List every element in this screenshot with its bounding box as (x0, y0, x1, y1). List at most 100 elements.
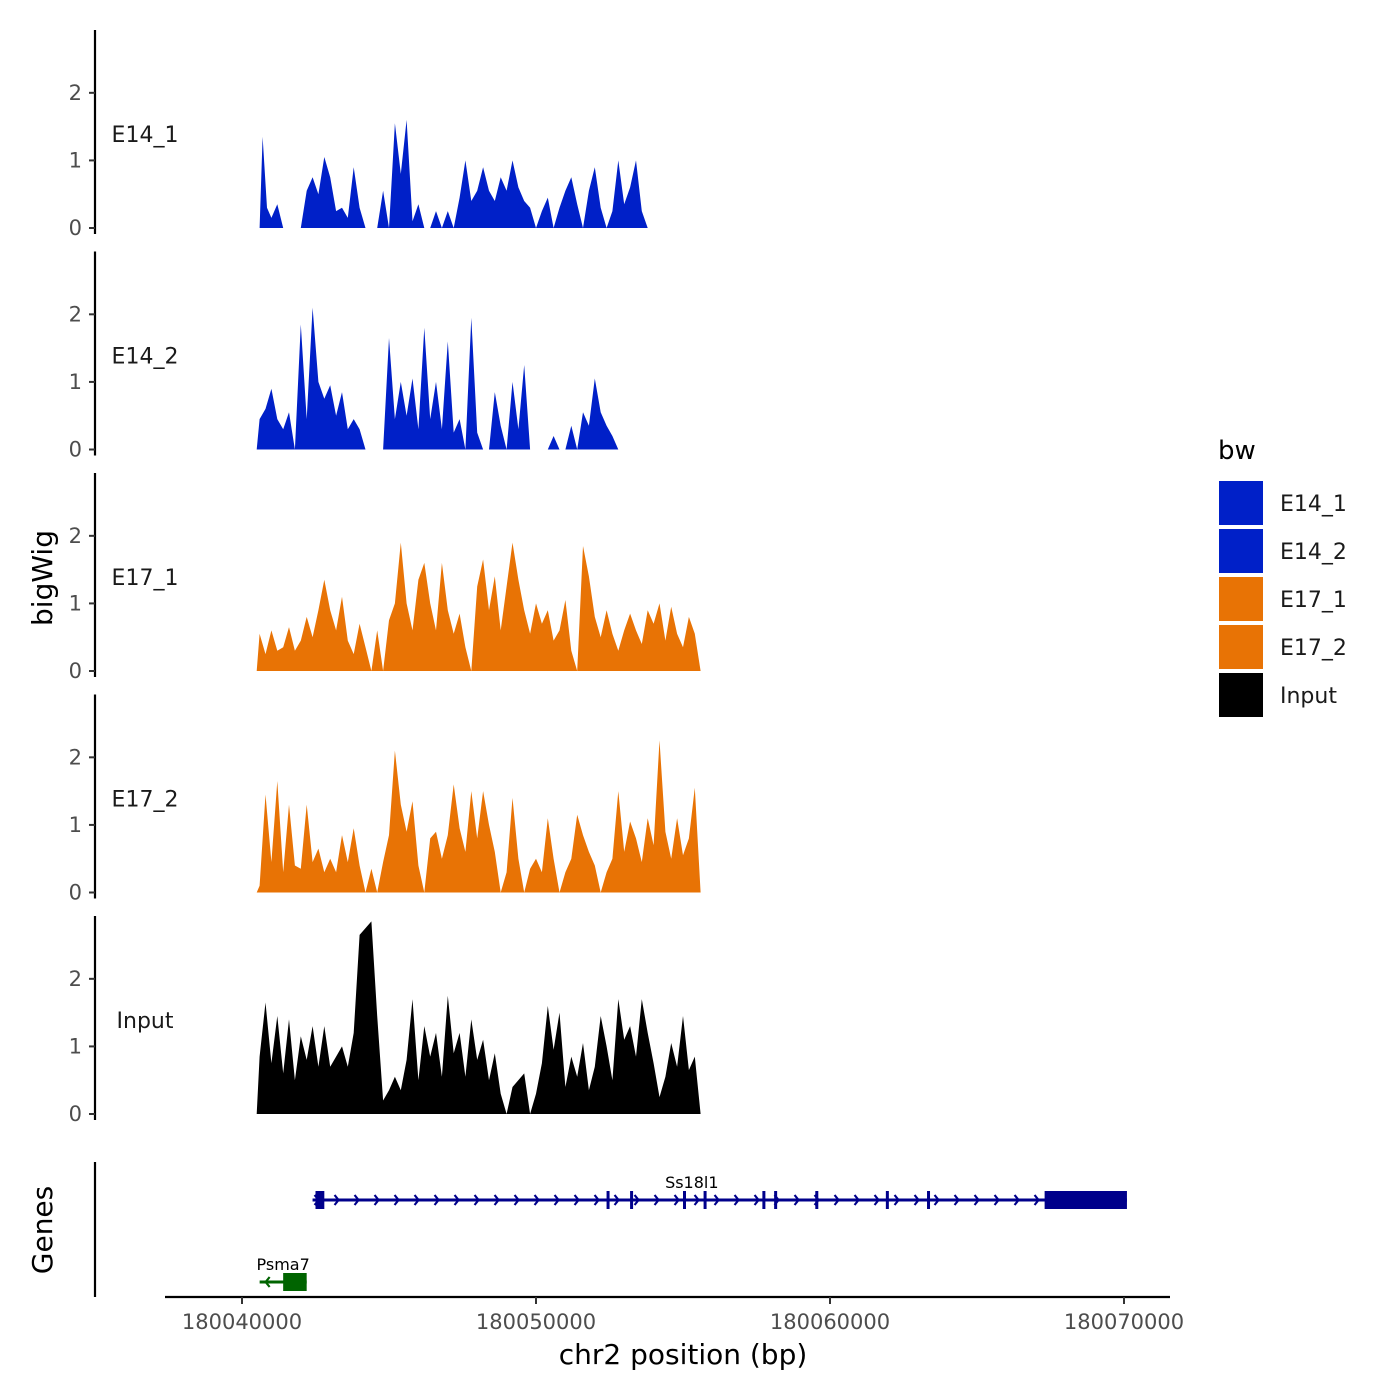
strand-arrow (893, 1194, 900, 1206)
gene-exon (703, 1191, 707, 1209)
gene-exon (683, 1191, 686, 1209)
gene-exon (315, 1191, 325, 1209)
legend-swatch (1219, 481, 1263, 525)
gene-exon (815, 1191, 819, 1209)
gene-label: Psma7 (257, 1255, 310, 1274)
strand-arrow (433, 1194, 440, 1206)
x-axis-title: chr2 position (bp) (559, 1338, 808, 1371)
coverage-area-e17-2 (256, 740, 1124, 893)
y-tick-label: 2 (69, 967, 82, 991)
gene-exon (283, 1273, 307, 1291)
gene-exon (630, 1191, 634, 1209)
x-tick-label: 180060000 (770, 1310, 890, 1334)
y-tick-label: 0 (69, 438, 82, 462)
strand-arrow (973, 1194, 980, 1206)
legend-swatch (1219, 673, 1263, 717)
strand-arrow (413, 1194, 420, 1206)
legend-label: E14_2 (1280, 540, 1347, 565)
y-axis-title: bigWig (26, 530, 59, 626)
strand-arrow (1033, 1194, 1040, 1206)
strand-arrow (673, 1194, 680, 1206)
y-tick-label: 0 (69, 216, 82, 240)
strand-arrow (473, 1194, 480, 1206)
x-tick-label: 180040000 (182, 1310, 302, 1334)
x-tick-label: 180050000 (476, 1310, 596, 1334)
gene-exon (927, 1191, 931, 1209)
y-tick-label: 0 (69, 659, 82, 683)
strand-arrow (993, 1194, 1000, 1206)
strand-arrow (633, 1194, 640, 1206)
strand-arrow (933, 1194, 940, 1206)
gene-ss18l1: Ss18l1 (312, 1173, 1127, 1209)
track-label: Input (117, 1009, 174, 1034)
strand-arrow (913, 1194, 920, 1206)
y-tick-label: 1 (69, 813, 82, 837)
legend-swatch (1219, 577, 1263, 621)
track-input: 0 1 2 Input (69, 916, 1124, 1126)
gene-exon (606, 1191, 610, 1209)
genes-axis-title: Genes (26, 1186, 59, 1274)
gene-label: Ss18l1 (665, 1173, 718, 1192)
y-tick-label: 0 (69, 1102, 82, 1126)
y-tick-label: 1 (69, 1034, 82, 1058)
legend-label: E17_2 (1280, 636, 1347, 661)
coverage-area-e17-1 (256, 542, 1124, 671)
legend: bw E14_1 E14_2 E17_1 E17_2 Input (1218, 436, 1347, 717)
strand-arrow (393, 1194, 400, 1206)
gene-psma7: Psma7 (257, 1255, 310, 1291)
strand-arrow (264, 1276, 271, 1288)
y-tick-label: 1 (69, 591, 82, 615)
strand-arrow (653, 1194, 660, 1206)
strand-arrow (733, 1194, 740, 1206)
x-tick-label: 180070000 (1064, 1310, 1184, 1334)
strand-arrow (513, 1194, 520, 1206)
y-tick-label: 2 (69, 745, 82, 769)
track-label: E14_1 (112, 123, 179, 148)
strand-arrow (493, 1194, 500, 1206)
track-label: E17_1 (112, 566, 179, 591)
strand-arrow (573, 1194, 580, 1206)
strand-arrow (333, 1194, 340, 1206)
coverage-area-input (256, 921, 1124, 1114)
gene-exon (885, 1191, 889, 1209)
tracks-panel: 0 1 2 E14_1 0 1 2 E14_2 0 1 2 E17_1 0 1 2 E17_2 0 1 2 Input (69, 30, 1125, 1126)
strand-arrow (753, 1194, 760, 1206)
y-tick-label: 1 (69, 370, 82, 394)
y-tick-label: 2 (69, 302, 82, 326)
strand-arrow (553, 1194, 560, 1206)
track-e17-2: 0 1 2 E17_2 (69, 694, 1124, 905)
track-e17-1: 0 1 2 E17_1 (69, 473, 1124, 683)
coverage-area-e14-1 (259, 119, 1125, 228)
strand-arrow (793, 1194, 800, 1206)
legend-swatch (1219, 625, 1263, 669)
strand-arrow (833, 1194, 840, 1206)
y-tick-label: 2 (69, 524, 82, 548)
strand-arrow (373, 1194, 380, 1206)
legend-swatch (1219, 529, 1263, 573)
genes-panel: Ss18l1 Psma7 (93, 1162, 1127, 1297)
y-tick-label: 2 (69, 81, 82, 105)
track-label: E17_2 (112, 788, 179, 813)
track-e14-2: 0 1 2 E14_2 (69, 251, 1124, 462)
strand-arrow (533, 1194, 540, 1206)
strand-arrow (1013, 1194, 1020, 1206)
strand-arrow (613, 1194, 620, 1206)
legend-title: bw (1218, 436, 1256, 466)
strand-arrow (453, 1194, 460, 1206)
gene-exon (762, 1191, 766, 1209)
y-tick-label: 1 (69, 148, 82, 172)
gene-exon (774, 1191, 778, 1209)
strand-arrow (873, 1194, 880, 1206)
legend-label: Input (1280, 684, 1337, 709)
track-e14-1: 0 1 2 E14_1 (69, 30, 1125, 240)
track-label: E14_2 (112, 345, 179, 370)
strand-arrow (693, 1194, 700, 1206)
legend-label: E17_1 (1280, 588, 1347, 613)
gene-exon (1044, 1191, 1127, 1209)
x-axis: 180040000 180050000 180060000 180070000 (165, 1295, 1184, 1334)
strand-arrow (953, 1194, 960, 1206)
strand-arrow (853, 1194, 860, 1206)
strand-arrow (713, 1194, 720, 1206)
coverage-area-e14-2 (256, 307, 1124, 450)
